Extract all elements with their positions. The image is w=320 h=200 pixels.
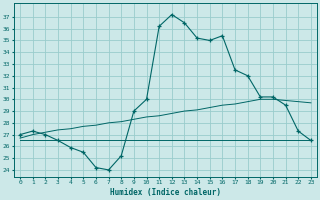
X-axis label: Humidex (Indice chaleur): Humidex (Indice chaleur) bbox=[110, 188, 221, 197]
